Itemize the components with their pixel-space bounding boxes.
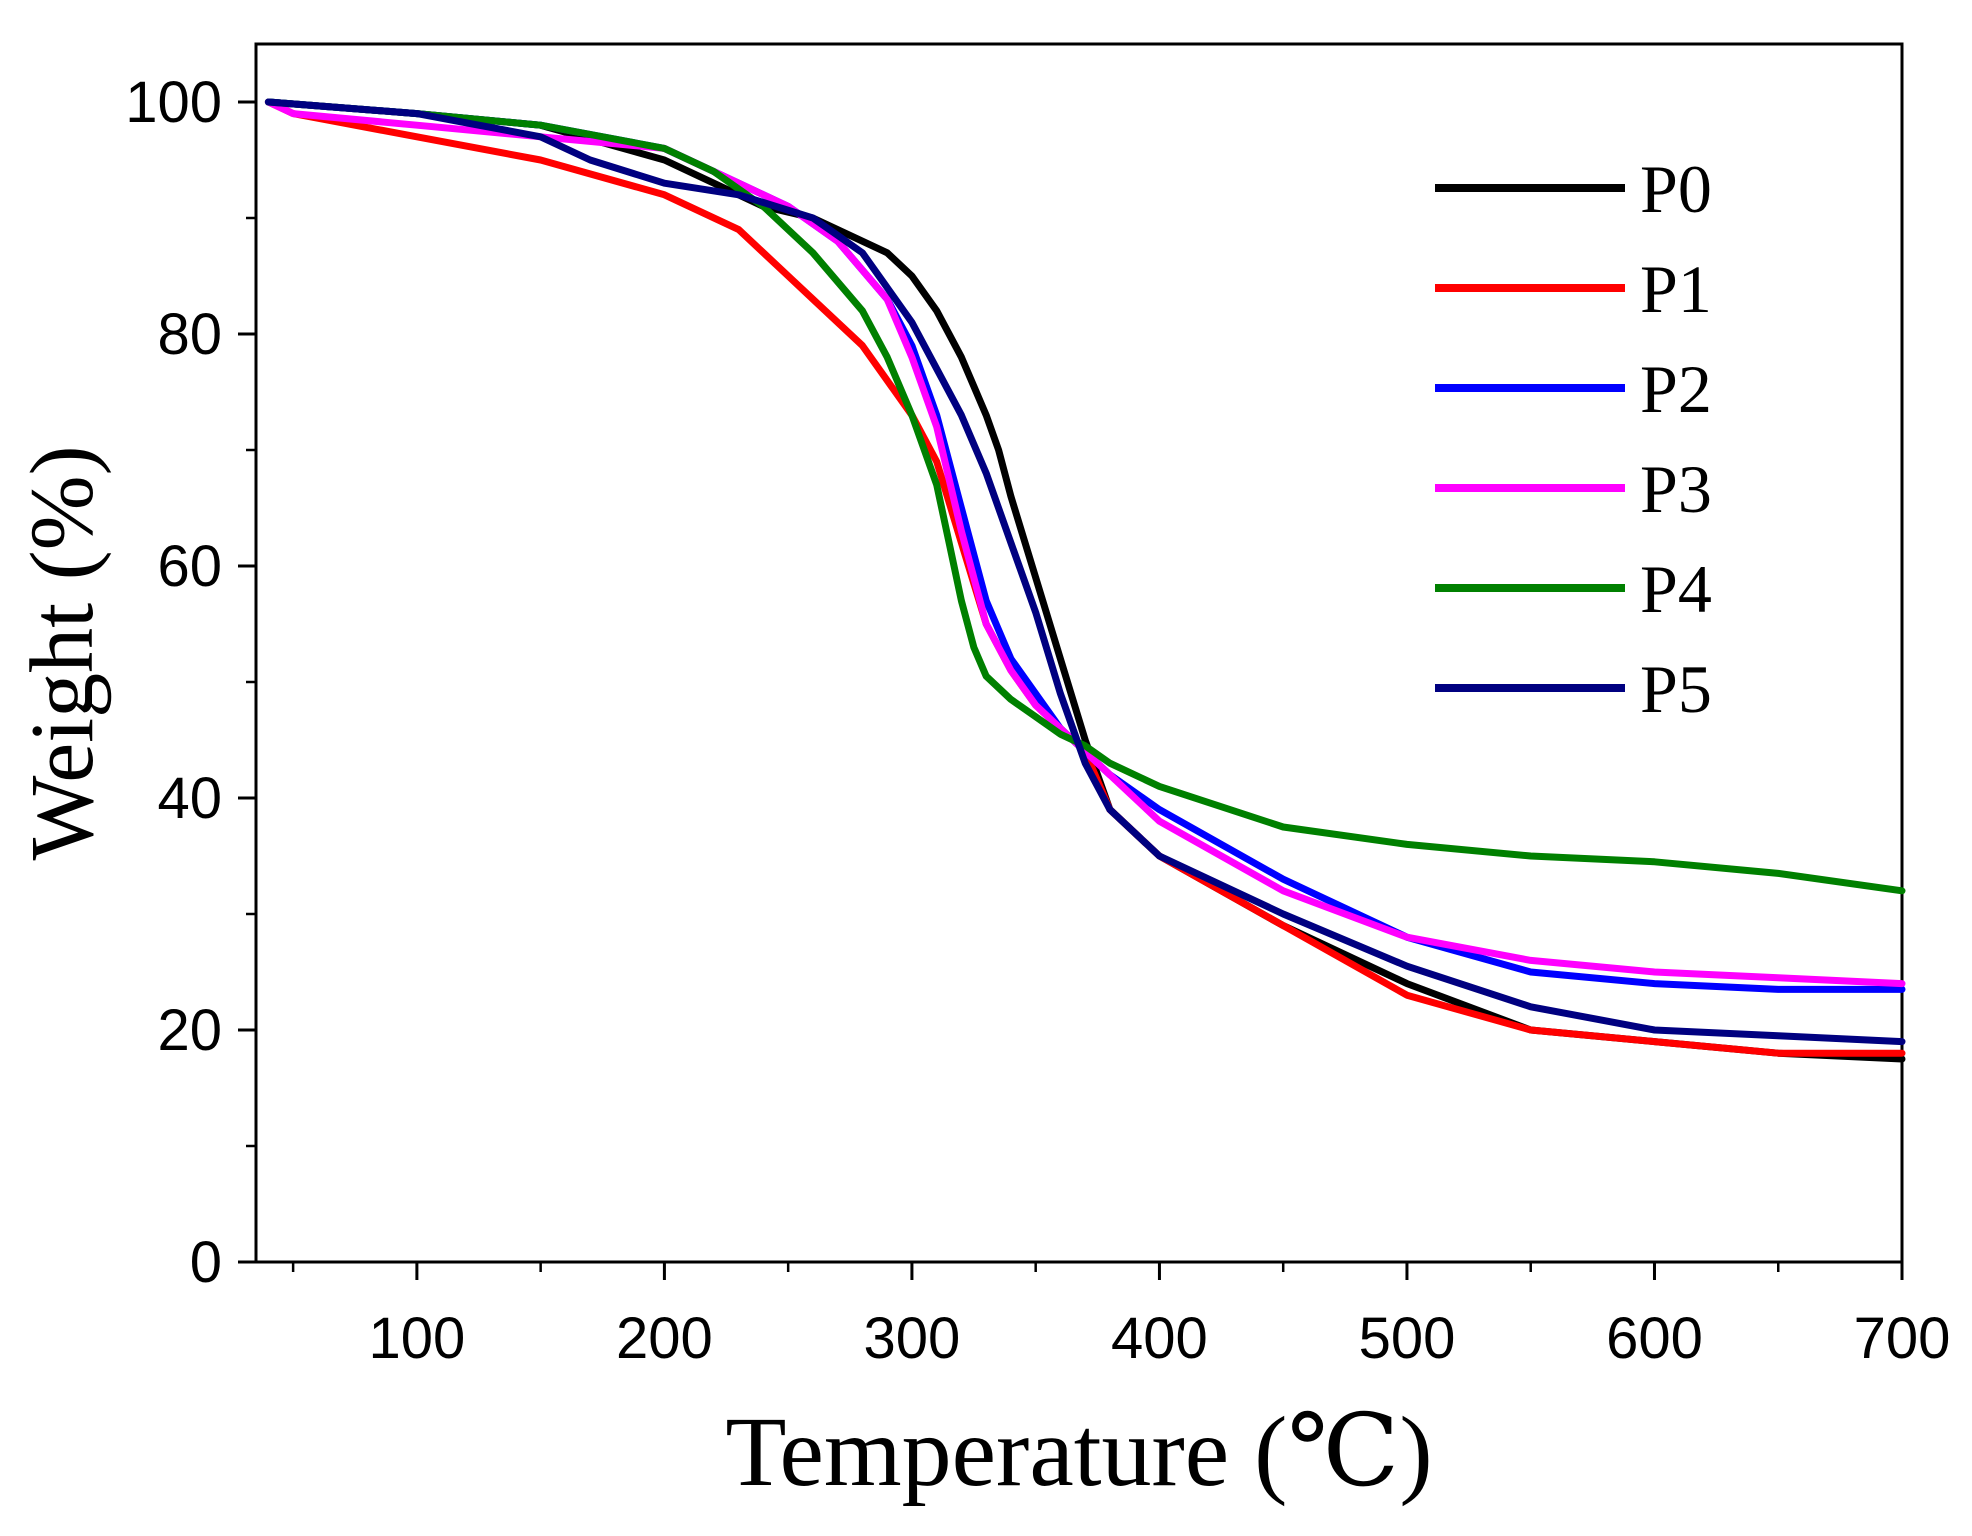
legend-label-p2: P2	[1640, 351, 1712, 427]
legend-label-p1: P1	[1640, 251, 1712, 327]
x-tick-label: 400	[1111, 1306, 1208, 1371]
x-tick-label: 500	[1359, 1306, 1456, 1371]
plot-frame	[254, 42, 1904, 1264]
y-tick-label: 100	[125, 70, 222, 135]
x-axis-title: Temperature (℃)	[725, 1396, 1432, 1507]
series-line-p2	[264, 98, 1906, 993]
y-tick-label: 40	[157, 766, 222, 831]
y-tick-labels: 0 20 40 60 80 100	[125, 70, 222, 1295]
series-line-p5	[264, 98, 1906, 1046]
x-tick-label: 600	[1606, 1306, 1703, 1371]
x-tick-label: 100	[368, 1306, 465, 1371]
legend: P0 P1 P2 P3 P4 P5	[1435, 151, 1712, 727]
x-tick-label: 700	[1854, 1306, 1951, 1371]
x-tick-labels: 100 200 300 400 500 600 700	[368, 1306, 1950, 1371]
series-line-p4	[264, 98, 1906, 895]
y-tick-label: 20	[157, 998, 222, 1063]
legend-label-p0: P0	[1640, 151, 1712, 227]
series-lines	[264, 98, 1906, 1063]
legend-label-p3: P3	[1640, 451, 1712, 527]
y-tick-label: 80	[157, 302, 222, 367]
series-line-p3	[264, 98, 1906, 988]
x-tick-label: 200	[616, 1306, 713, 1371]
y-axis-title: Weight (%)	[13, 445, 112, 860]
x-tick-label: 300	[864, 1306, 961, 1371]
y-tick-label: 60	[157, 534, 222, 599]
legend-label-p5: P5	[1640, 651, 1712, 727]
axis-ticks	[238, 100, 1904, 1280]
legend-label-p4: P4	[1640, 551, 1712, 627]
y-tick-label: 0	[190, 1230, 222, 1295]
